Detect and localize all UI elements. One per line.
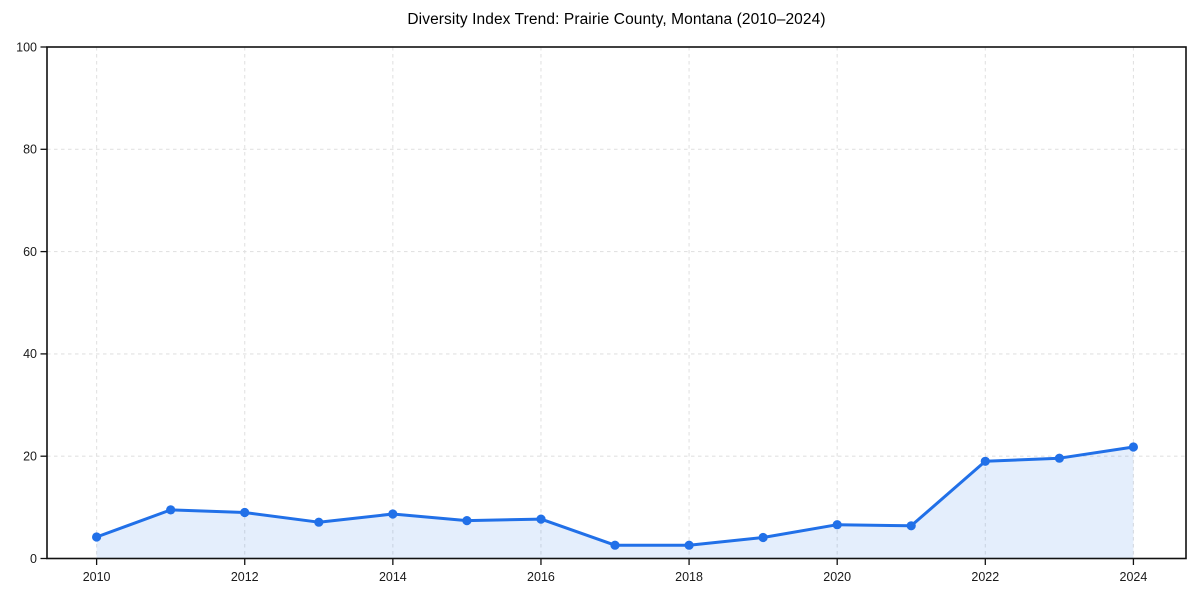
chart-title: Diversity Index Trend: Prairie County, M… bbox=[407, 11, 826, 28]
data-point-2014 bbox=[388, 509, 398, 519]
data-point-2022 bbox=[980, 456, 990, 466]
data-point-2024 bbox=[1128, 442, 1138, 452]
data-point-2018 bbox=[684, 540, 694, 550]
x-tick-label-2010: 2010 bbox=[83, 570, 111, 584]
area-fill bbox=[96, 447, 1134, 559]
data-point-2021 bbox=[906, 521, 916, 531]
data-point-2013 bbox=[314, 517, 324, 527]
x-tick-label-2020: 2020 bbox=[823, 570, 851, 584]
plot-border bbox=[46, 46, 1187, 560]
y-tick-label-20: 20 bbox=[23, 450, 37, 464]
y-tick-label-40: 40 bbox=[23, 347, 37, 361]
data-point-2012 bbox=[240, 507, 250, 518]
data-point-2017 bbox=[610, 540, 620, 550]
y-tick-label-0: 0 bbox=[30, 552, 37, 566]
y-tick-label-100: 100 bbox=[16, 40, 37, 54]
x-tick-label-2016: 2016 bbox=[527, 570, 555, 584]
data-point-2020 bbox=[832, 520, 842, 530]
data-point-2010 bbox=[92, 532, 102, 542]
data-point-2011 bbox=[166, 505, 176, 515]
y-tick-label-80: 80 bbox=[23, 143, 37, 157]
data-point-2016 bbox=[536, 514, 546, 524]
x-tick-label-2012: 2012 bbox=[231, 570, 259, 584]
x-tick-label-2014: 2014 bbox=[379, 570, 407, 584]
x-tick-label-2024: 2024 bbox=[1120, 570, 1148, 584]
y-tick-label-60: 60 bbox=[23, 245, 37, 259]
plot-background bbox=[47, 47, 1186, 559]
x-tick-label-2018: 2018 bbox=[675, 570, 703, 584]
x-tick-label-2022: 2022 bbox=[971, 570, 999, 584]
data-point-2023 bbox=[1054, 453, 1064, 463]
data-point-2019 bbox=[758, 532, 768, 543]
data-point-2015 bbox=[462, 516, 472, 526]
